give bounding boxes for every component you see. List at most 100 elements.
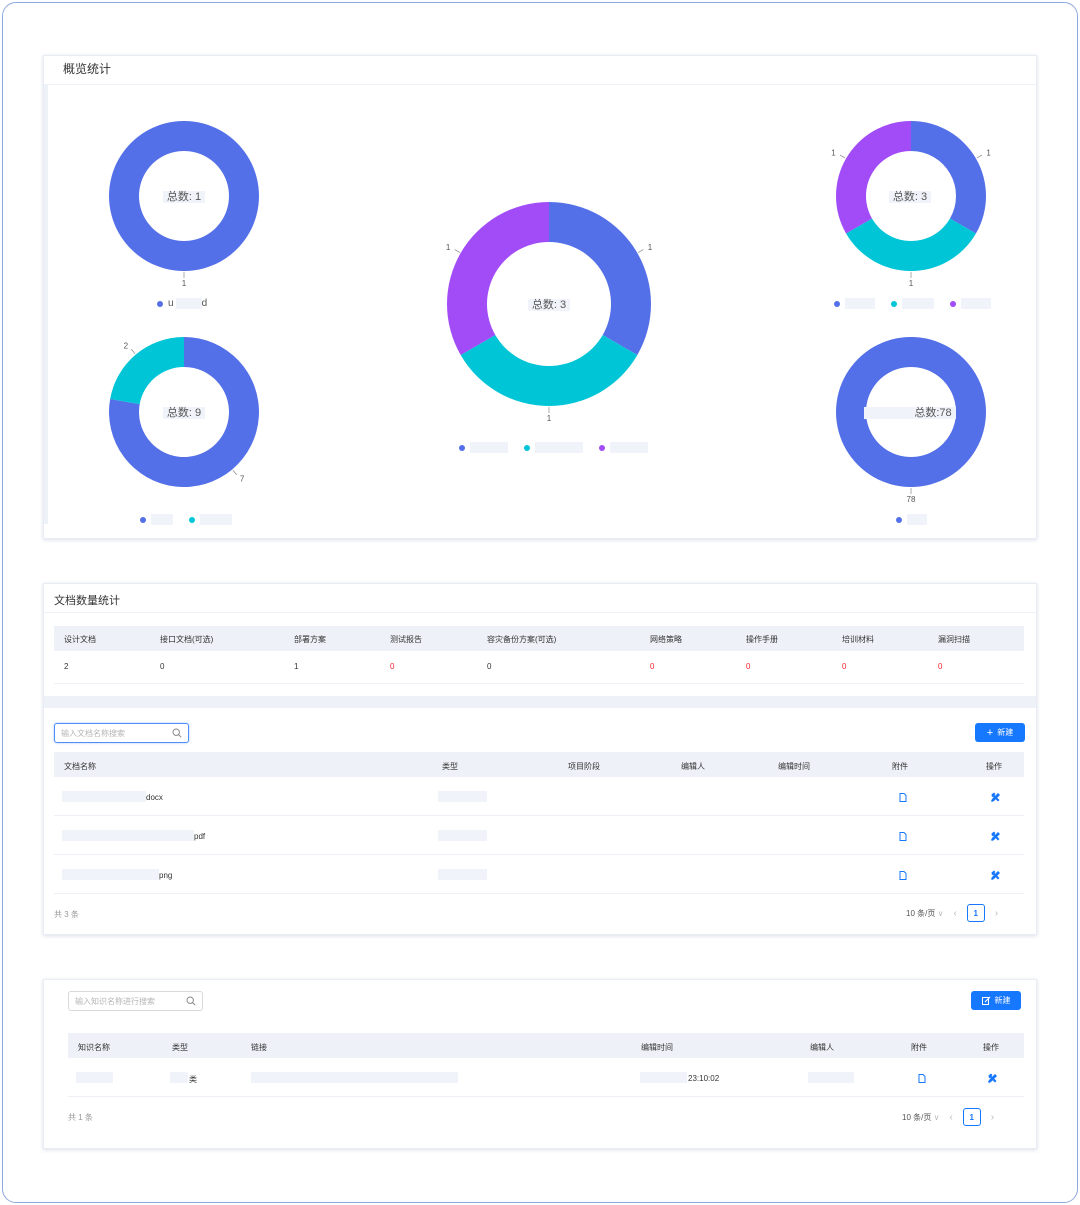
chart-bl-center-label: 总数: 9 — [134, 404, 234, 420]
page-size-label: 10 条/页 — [906, 908, 936, 918]
legend-item[interactable]: u d — [157, 298, 207, 309]
tools-icon[interactable] — [990, 831, 1001, 842]
stat-value-vuln: 0 — [938, 662, 943, 671]
doc-name-mask — [62, 869, 159, 880]
chart-tr-center-label: 总数: 3 — [860, 188, 960, 204]
legend-item[interactable] — [599, 442, 648, 453]
table-row: 类 23:10:02 — [68, 1059, 1024, 1097]
legend-item[interactable] — [891, 298, 934, 309]
prev-page-icon[interactable]: ‹ — [953, 907, 957, 919]
stat-header-deploy: 部署方案 — [294, 635, 326, 644]
chart-mid-slice-2[interactable] — [447, 202, 549, 355]
next-page-icon[interactable]: › — [990, 1111, 995, 1123]
knowledge-search-input[interactable]: 输入知识名称进行搜索 — [68, 991, 203, 1011]
page-size-select[interactable]: 10 条/页 ∨ — [906, 908, 943, 919]
plus-icon: + — [986, 726, 994, 739]
knowledge-header-actions: 操作 — [983, 1043, 999, 1052]
chart-bl-legend — [140, 514, 232, 525]
stat-value-network: 0 — [650, 662, 655, 671]
table-row: png — [54, 856, 1024, 894]
stat-value-manual: 0 — [746, 662, 751, 671]
page-number-button[interactable]: 1 — [966, 904, 985, 922]
legend-text-suffix: d — [201, 298, 208, 309]
stat-header-test: 测试报告 — [390, 635, 422, 644]
legend-item[interactable] — [189, 514, 232, 525]
doc-stats-value-row: 2 0 1 0 0 0 0 0 0 — [54, 652, 1024, 684]
chart-mid-slice-1[interactable] — [460, 335, 638, 406]
legend-dot — [459, 444, 465, 451]
doc-name-suffix[interactable]: docx — [146, 793, 163, 802]
chart-tr-slice-1[interactable] — [846, 218, 976, 272]
page-number-button[interactable]: 1 — [962, 1108, 981, 1126]
stat-header-vuln: 漏洞扫描 — [938, 635, 970, 644]
chart-mid-data-label-2: 1 — [446, 243, 451, 252]
legend-item[interactable] — [524, 442, 583, 453]
chart-tr-slice-2[interactable] — [836, 121, 911, 234]
file-icon[interactable] — [899, 871, 907, 880]
chart-bl-slice-0[interactable] — [108, 337, 259, 487]
knowledge-new-button[interactable]: 新建 — [971, 991, 1021, 1010]
table-row: pdf — [54, 817, 1024, 855]
legend-dot — [189, 516, 195, 523]
legend-item[interactable] — [834, 298, 875, 309]
legend-item[interactable] — [950, 298, 991, 309]
legend-mask — [610, 442, 648, 453]
file-icon[interactable] — [899, 832, 907, 841]
legend-mask — [961, 298, 991, 309]
next-page-icon[interactable]: › — [994, 907, 999, 919]
tools-icon[interactable] — [990, 870, 1001, 881]
table-row: docx — [54, 778, 1024, 816]
doc-card: 文档数量统计 设计文档 接口文档(可选) 部署方案 测试报告 容灾备份方案(可选… — [43, 583, 1037, 935]
doc-pagination: 10 条/页 ∨ ‹ 1 › — [906, 904, 998, 922]
legend-item[interactable] — [140, 514, 173, 525]
legend-mask — [151, 514, 173, 525]
legend-dot — [891, 300, 897, 307]
file-icon[interactable] — [899, 793, 907, 802]
doc-search-input[interactable]: 输入文档名称搜索 — [54, 723, 189, 743]
doc-search-placeholder: 输入文档名称搜索 — [61, 728, 125, 738]
chart-mid-slice-0[interactable] — [549, 202, 651, 355]
chart-bl-label-line-0 — [232, 469, 238, 476]
chart-br-slice-0[interactable] — [835, 337, 986, 488]
section-divider-band — [44, 696, 1036, 708]
prev-page-icon[interactable]: ‹ — [949, 1111, 953, 1123]
chart-bl-slice-1[interactable] — [110, 337, 184, 405]
chart-tl-data-label-0: 1 — [182, 279, 187, 288]
chart-tr-data-label-1: 1 — [909, 279, 914, 288]
stat-header-training: 培训材料 — [842, 635, 874, 644]
page-size-select[interactable]: 10 条/页 ∨ — [902, 1112, 939, 1123]
doc-stats-title: 文档数量统计 — [54, 595, 120, 607]
doc-name-suffix[interactable]: png — [159, 871, 173, 880]
stat-header-design: 设计文档 — [64, 635, 96, 644]
legend-item[interactable] — [896, 514, 927, 525]
knowledge-time-suffix: 23:10:02 — [688, 1074, 720, 1083]
stat-header-backup: 容灾备份方案(可选) — [487, 635, 557, 644]
overview-left-rule — [44, 84, 48, 524]
doc-name-mask — [62, 791, 146, 802]
doc-new-button[interactable]: + 新建 — [975, 723, 1025, 742]
knowledge-link-mask[interactable] — [251, 1072, 458, 1083]
doc-name-suffix[interactable]: pdf — [194, 832, 206, 841]
legend-mask — [470, 442, 508, 453]
tools-icon[interactable] — [990, 792, 1001, 803]
chart-mid-legend — [459, 442, 648, 453]
tools-icon[interactable] — [987, 1073, 998, 1084]
doc-total-count: 共 3 条 — [54, 910, 79, 919]
chart-br-data-label-0: 78 — [907, 495, 916, 504]
knowledge-pagination: 10 条/页 ∨ ‹ 1 › — [902, 1108, 994, 1126]
chart-tr-slice-0[interactable] — [911, 121, 986, 234]
legend-mask — [902, 298, 934, 309]
stat-value-deploy: 1 — [294, 662, 299, 671]
doc-type-mask — [438, 791, 487, 802]
legend-item[interactable] — [459, 442, 508, 453]
legend-text-prefix: u — [168, 298, 174, 309]
doc-header-actions: 操作 — [986, 762, 1002, 771]
knowledge-time-mask — [640, 1072, 687, 1083]
doc-stats-divider — [44, 612, 1036, 613]
file-icon[interactable] — [918, 1074, 926, 1083]
chart-tl-slice-0[interactable] — [108, 121, 259, 271]
doc-name-mask — [62, 830, 194, 841]
doc-header-type: 类型 — [442, 762, 458, 771]
doc-header-stage: 项目阶段 — [568, 762, 600, 771]
legend-dot — [524, 444, 530, 451]
